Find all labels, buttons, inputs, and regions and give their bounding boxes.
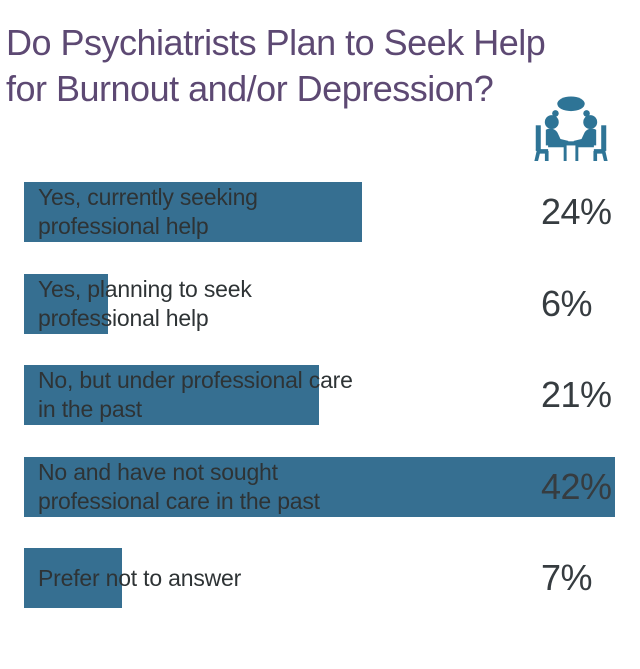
bar-label: Yes, currently seeking professional help bbox=[38, 184, 258, 239]
bar bbox=[24, 457, 615, 517]
bar-label: No and have not sought professional care… bbox=[38, 459, 320, 514]
bar-row: Yes, planning to seek professional help … bbox=[0, 274, 640, 334]
bar-row: No and have not sought professional care… bbox=[0, 457, 640, 517]
bar bbox=[24, 365, 319, 425]
bar-label: Prefer not to answer bbox=[38, 564, 242, 591]
table bbox=[560, 141, 582, 161]
bar bbox=[24, 274, 108, 334]
chart-title-line1: Do Psychiatrists Plan to Seek Help bbox=[6, 22, 546, 63]
bar bbox=[24, 548, 122, 608]
value-label: 24% bbox=[541, 191, 612, 232]
bar bbox=[24, 182, 362, 242]
left-person bbox=[534, 115, 569, 161]
chart-title-line2: for Burnout and/or Depression? bbox=[6, 68, 494, 109]
value-label: 6% bbox=[541, 283, 593, 324]
speech-bubble bbox=[557, 96, 585, 112]
value-label: 21% bbox=[541, 374, 612, 415]
therapy-session-icon bbox=[534, 96, 608, 161]
bar-label: Yes, planning to seek professional help bbox=[38, 276, 252, 331]
bar-row: Prefer not to answer 7% bbox=[0, 548, 640, 608]
value-label: 42% bbox=[541, 466, 612, 507]
chart-title: Do Psychiatrists Plan to Seek Help for Bu… bbox=[6, 20, 546, 112]
bar-label: No, but under professional care in the p… bbox=[38, 367, 353, 422]
value-label: 7% bbox=[541, 557, 593, 598]
bar-row: No, but under professional care in the p… bbox=[0, 365, 640, 425]
bar-row: Yes, currently seeking professional help… bbox=[0, 182, 640, 242]
